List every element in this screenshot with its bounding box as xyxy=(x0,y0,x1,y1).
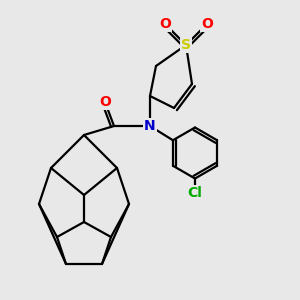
Text: O: O xyxy=(201,17,213,31)
Text: Cl: Cl xyxy=(188,187,202,200)
Text: O: O xyxy=(159,17,171,31)
Text: N: N xyxy=(144,119,156,133)
Text: O: O xyxy=(99,95,111,109)
Text: S: S xyxy=(181,38,191,52)
